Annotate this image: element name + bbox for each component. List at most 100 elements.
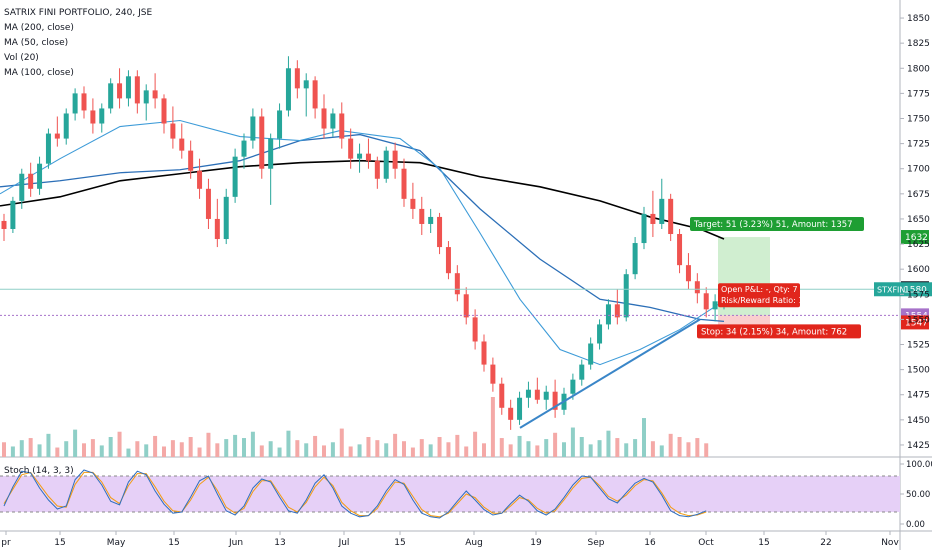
volume-bar bbox=[615, 438, 620, 457]
candle-body bbox=[108, 83, 114, 109]
volume-bar bbox=[2, 442, 6, 457]
candle-body bbox=[321, 108, 327, 129]
legend-vol: Vol (20) bbox=[4, 53, 39, 63]
price-tick-label: 1750 bbox=[907, 114, 930, 124]
candle-body bbox=[303, 80, 309, 89]
volume-bar bbox=[677, 437, 682, 457]
volume-bar bbox=[250, 431, 255, 457]
candle-body bbox=[28, 173, 34, 189]
volume-bar bbox=[428, 444, 433, 457]
volume-bar bbox=[686, 442, 691, 457]
time-tick-label: 15 bbox=[168, 538, 179, 548]
volume-bar bbox=[562, 442, 566, 457]
candle-body bbox=[365, 153, 371, 161]
candle-body bbox=[357, 153, 363, 159]
legend-ma100: MA (100, close) bbox=[4, 68, 74, 78]
chart-legend: SATRIX FINI PORTFOLIO, 240, JSE MA (200,… bbox=[4, 6, 152, 81]
price-tick-label: 1525 bbox=[907, 341, 930, 351]
volume-bar bbox=[650, 441, 655, 457]
price-tick-label: 1500 bbox=[907, 366, 930, 376]
candle-body bbox=[454, 273, 460, 295]
time-tick-label: 15 bbox=[758, 538, 769, 548]
volume-bar bbox=[455, 434, 460, 457]
volume-bar bbox=[606, 430, 611, 457]
time-tick-label: 13 bbox=[274, 538, 285, 548]
volume-bar bbox=[259, 445, 264, 457]
candle-body bbox=[81, 93, 87, 111]
candle-body bbox=[1, 220, 7, 229]
candle-body bbox=[650, 213, 656, 224]
candle-body bbox=[668, 198, 674, 235]
time-tick-label: Jun bbox=[228, 538, 243, 548]
trendline[interactable] bbox=[519, 318, 701, 429]
volume-bars bbox=[2, 397, 709, 457]
price-tick-label: 1825 bbox=[907, 39, 930, 49]
price-tick-label: 1850 bbox=[907, 14, 930, 24]
time-axis[interactable]: pr 15 May 15 Jun 13 Jul 15 Aug 19 Sep 16 Oct 15 22 Nov bbox=[1, 531, 899, 548]
volume-bar bbox=[286, 430, 291, 457]
stoch-k-line bbox=[3, 469, 707, 519]
pnl-label-bg bbox=[718, 283, 800, 308]
legend-ma50: MA (50, close) bbox=[4, 38, 69, 48]
volume-bar bbox=[188, 437, 193, 457]
volume-bar bbox=[570, 427, 575, 457]
price-tick-label: 1550 bbox=[907, 315, 930, 325]
candle-body bbox=[45, 133, 51, 164]
candle-body bbox=[277, 110, 283, 139]
price-label-bg bbox=[901, 315, 929, 330]
candle-body bbox=[10, 200, 16, 229]
candle-body bbox=[517, 397, 523, 420]
time-tick-label: 15 bbox=[394, 538, 405, 548]
candle-body bbox=[410, 198, 416, 209]
candle-body bbox=[490, 364, 496, 384]
candle-body bbox=[170, 123, 176, 139]
stop-label: Stop: 34 (2.15%) 34, Amount: 762 bbox=[701, 327, 847, 337]
candle-body bbox=[677, 234, 683, 266]
volume-bar bbox=[242, 438, 246, 457]
volume-bar bbox=[473, 431, 478, 457]
time-tick-label: 16 bbox=[644, 538, 656, 548]
candle-body bbox=[499, 383, 505, 408]
price-tick-label: 1700 bbox=[907, 165, 930, 175]
time-tick-label: 15 bbox=[54, 538, 65, 548]
candle-body bbox=[134, 76, 140, 104]
volume-bar bbox=[10, 446, 15, 457]
volume-bar bbox=[339, 428, 344, 457]
candle-body bbox=[534, 389, 540, 400]
candle-body bbox=[232, 156, 238, 197]
candle-body bbox=[348, 138, 354, 159]
price-tick-label: 1675 bbox=[907, 190, 930, 200]
candle-body bbox=[63, 113, 69, 139]
candle-body bbox=[392, 150, 398, 169]
candle-body bbox=[632, 243, 638, 275]
stoch-legend: Stoch (14, 3, 3) bbox=[4, 466, 74, 476]
price-axis[interactable]: 1850 1825 1800 1775 1750 1725 1700 1675 1650 1625… bbox=[900, 14, 930, 451]
volume-bar bbox=[126, 448, 131, 457]
volume-bar bbox=[46, 433, 51, 457]
candle-body bbox=[605, 304, 611, 325]
price-tick-label: 1800 bbox=[907, 64, 930, 74]
candle-body bbox=[72, 93, 78, 114]
price-tick-label: 1775 bbox=[907, 89, 930, 99]
volume-bar bbox=[162, 446, 166, 457]
candle-body bbox=[179, 138, 185, 151]
volume-bar bbox=[553, 432, 558, 457]
candle-body bbox=[330, 113, 336, 129]
volume-bar bbox=[633, 439, 638, 457]
volume-bar bbox=[402, 441, 406, 457]
volume-bar bbox=[233, 434, 238, 457]
candle-body bbox=[312, 80, 318, 109]
candle-body bbox=[472, 317, 478, 342]
volume-bar bbox=[704, 443, 709, 457]
price-tick-label: 1450 bbox=[907, 416, 930, 426]
candle-body bbox=[641, 213, 647, 244]
candle-body bbox=[152, 90, 158, 99]
candle-body bbox=[19, 173, 25, 201]
candle-body bbox=[241, 140, 247, 157]
volume-bar bbox=[117, 431, 122, 457]
volume-bar bbox=[224, 439, 229, 457]
stop-label-bg bbox=[697, 324, 861, 339]
volume-bar bbox=[37, 444, 42, 457]
candle-body bbox=[428, 216, 434, 224]
